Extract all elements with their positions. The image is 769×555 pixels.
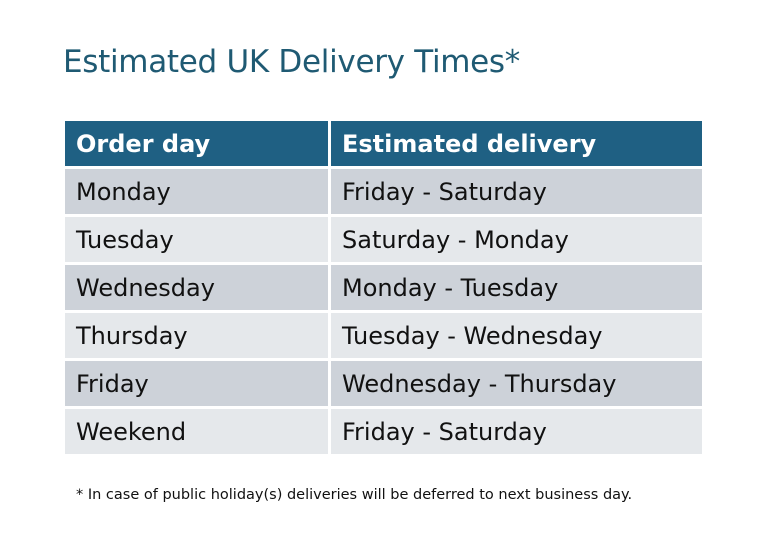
footnote: * In case of public holiday(s) deliverie… xyxy=(76,487,633,503)
order-day-cell: Tuesday xyxy=(65,217,328,262)
table-row: Friday Wednesday - Thursday xyxy=(65,361,702,406)
order-day-cell: Wednesday xyxy=(65,265,328,310)
delivery-table: Order day Estimated delivery Monday Frida… xyxy=(62,118,705,457)
estimated-delivery-cell: Friday - Saturday xyxy=(331,169,702,214)
table-row: Thursday Tuesday - Wednesday xyxy=(65,313,702,358)
order-day-cell: Thursday xyxy=(65,313,328,358)
order-day-cell: Friday xyxy=(65,361,328,406)
table-row: Monday Friday - Saturday xyxy=(65,169,702,214)
estimated-delivery-cell: Wednesday - Thursday xyxy=(331,361,702,406)
estimated-delivery-cell: Friday - Saturday xyxy=(331,409,702,454)
table-row: Weekend Friday - Saturday xyxy=(65,409,702,454)
header-estimated-delivery: Estimated delivery xyxy=(331,121,702,166)
estimated-delivery-cell: Saturday - Monday xyxy=(331,217,702,262)
estimated-delivery-cell: Monday - Tuesday xyxy=(331,265,702,310)
page-title: Estimated UK Delivery Times* xyxy=(63,44,520,80)
order-day-cell: Monday xyxy=(65,169,328,214)
table-row: Tuesday Saturday - Monday xyxy=(65,217,702,262)
table-row: Wednesday Monday - Tuesday xyxy=(65,265,702,310)
order-day-cell: Weekend xyxy=(65,409,328,454)
header-order-day: Order day xyxy=(65,121,328,166)
table-header-row: Order day Estimated delivery xyxy=(65,121,702,166)
estimated-delivery-cell: Tuesday - Wednesday xyxy=(331,313,702,358)
